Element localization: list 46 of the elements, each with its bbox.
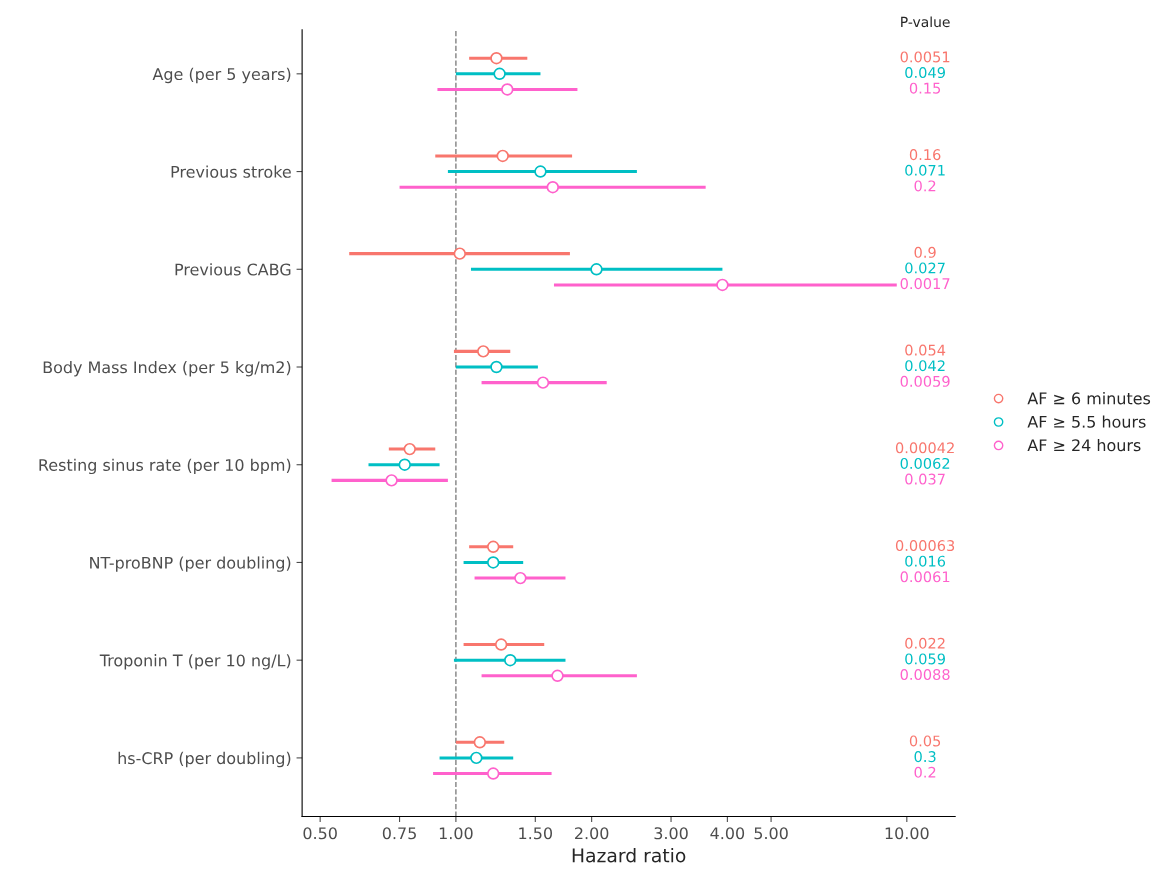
x-tick-label: 2.00 <box>575 827 609 840</box>
annotation: 0.022 <box>905 637 945 649</box>
legend-label: AF ≥ 24 hours <box>1027 438 1141 452</box>
x-tick-label: 5.00 <box>754 827 788 840</box>
y-tick-label: Resting sinus rate (per 10 bpm) <box>39 458 291 475</box>
x-tick-label: 10.00 <box>885 827 929 840</box>
annotation: 0.15 <box>909 82 941 94</box>
y-tick-label: Previous CABG <box>175 263 291 276</box>
annotation: 0.05 <box>909 735 941 747</box>
y-tick-label: Troponin T (per 10 ng/L) <box>99 654 291 670</box>
x-tick-label: 0.50 <box>303 827 337 840</box>
y-tick-label: NT-proBNP (per doubling) <box>90 556 291 572</box>
annotation: 0.059 <box>905 653 945 665</box>
y-tick-label: Previous stroke <box>171 165 291 178</box>
legend-label: AF ≥ 6 minutes <box>1027 392 1151 405</box>
annotation: 0.016 <box>905 555 946 567</box>
y-tick-label: Body Mass Index (per 5 kg/m2) <box>43 360 291 377</box>
annotation: 0.9 <box>914 246 936 258</box>
y-tick-label: hs-CRP (per doubling) <box>118 751 291 768</box>
annotation: 0.042 <box>905 360 945 372</box>
legend-label: AF ≥ 5.5 hours <box>1027 415 1146 428</box>
annotation: 0.3 <box>914 751 936 763</box>
annotation: 0.027 <box>905 262 945 274</box>
x-tick-label: 0.75 <box>382 827 416 840</box>
annotation: 0.0062 <box>900 457 950 469</box>
y-tick-label: Age (per 5 years) <box>152 67 291 84</box>
annotation: 0.2 <box>914 766 936 778</box>
x-tick-label: 3.00 <box>654 827 688 840</box>
x-axis-title: Hazard ratio <box>572 847 686 863</box>
annotation: 0.2 <box>914 180 936 192</box>
annotation: 0.00063 <box>895 540 955 552</box>
x-tick-label: 4.00 <box>710 827 745 840</box>
annotation: 0.00042 <box>895 442 954 454</box>
annotation: 0.037 <box>905 473 945 485</box>
annotation: 0.0059 <box>900 375 950 387</box>
annotation: 0.0017 <box>900 278 950 290</box>
annotation: 0.054 <box>905 344 946 356</box>
annotation: 0.049 <box>905 67 945 79</box>
text: P-value <box>901 16 950 28</box>
annotation: 0.16 <box>909 149 941 161</box>
annotation: 0.0051 <box>900 51 950 63</box>
annotation: 0.0061 <box>900 571 950 583</box>
annotation: 0.071 <box>905 164 945 176</box>
annotation: 0.0088 <box>900 669 950 681</box>
x-tick-label: 1.50 <box>519 827 553 840</box>
x-tick-label: 1.00 <box>439 827 473 840</box>
